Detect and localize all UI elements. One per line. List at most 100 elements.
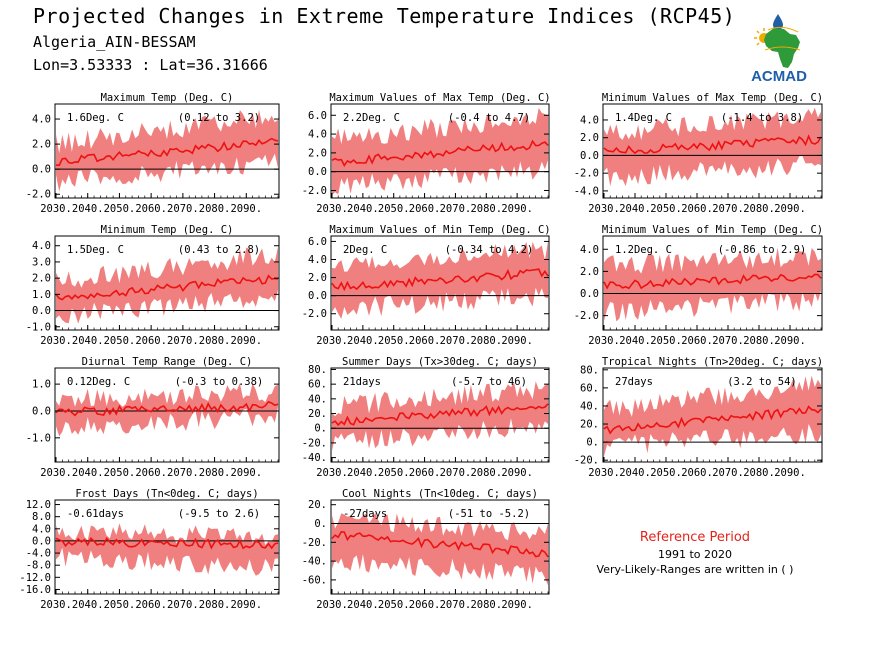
- y-tick-label: 0.: [586, 437, 599, 449]
- x-tick-label: 2040.: [72, 203, 104, 215]
- y-tick-label: 4.0: [580, 244, 599, 256]
- change-value-label: 0.12Deg. C: [67, 376, 130, 388]
- x-tick-label: 2040.: [72, 599, 104, 611]
- chart-panel-5: -2.0 0.0 2.0 4.0 6.0 2030. 2040. 2050. 2060. 2070…: [302, 224, 551, 347]
- x-tick-label: 2030.: [40, 203, 72, 215]
- x-tick-label: 2040.: [347, 203, 379, 215]
- y-tick-label: -2.0: [574, 168, 599, 180]
- likely-range-label: (-0.34 to 4.2): [445, 244, 534, 256]
- ensemble-mean-line: [331, 403, 549, 427]
- uncertainty-band: [332, 241, 548, 319]
- likely-range-label: (0.12 to 3.2): [178, 112, 260, 124]
- plot-frame: [330, 499, 550, 595]
- x-tick-label: 2080.: [743, 335, 775, 347]
- y-tick-label: -4.0: [574, 185, 599, 197]
- y-tick-label: -8.0: [26, 560, 51, 572]
- change-value-label: 1.5Deg. C: [67, 244, 124, 256]
- y-tick-label: 2.0: [308, 147, 327, 159]
- chart-title: Minimum Temp (Deg. C): [101, 224, 234, 236]
- x-tick-label: 2060.: [409, 467, 441, 479]
- x-tick-label: 2080.: [743, 203, 775, 215]
- y-tick-label: 80.: [580, 364, 599, 376]
- x-tick-label: 2050.: [378, 335, 410, 347]
- y-tick-label: 40.: [308, 393, 327, 405]
- x-tick-label: 2060.: [135, 599, 167, 611]
- y-tick-label: 6.0: [308, 236, 327, 248]
- x-tick-label: 2030.: [316, 203, 348, 215]
- x-tick-label: 2090.: [774, 203, 806, 215]
- uncertainty-band: [332, 512, 548, 586]
- x-tick-label: 2090.: [230, 203, 262, 215]
- x-tick-label: 2030.: [316, 467, 348, 479]
- grid-lines-icon: [764, 26, 801, 51]
- likely-range-label: (-9.5 to 2.6): [178, 508, 260, 520]
- x-tick-label: 2060.: [135, 467, 167, 479]
- x-tick-label: 2040.: [347, 467, 379, 479]
- uncertainty-band: [332, 381, 548, 451]
- y-tick-label: 2.0: [32, 273, 51, 285]
- y-tick-label: 4.0: [32, 240, 51, 252]
- chart-panel-8: -40. -20. 0. 20. 40. 60. 80. 2030. 2040. 2050. 206…: [302, 356, 550, 479]
- acmad-logo: ACMAD: [751, 14, 807, 84]
- chart-title: Maximum Values of Min Temp (Deg. C): [329, 224, 550, 236]
- y-tick-label: 2.0: [580, 266, 599, 278]
- x-tick-label: 2060.: [681, 203, 713, 215]
- y-tick-label: 6.0: [308, 110, 327, 122]
- likely-range-label: (0.43 to 2.8): [178, 244, 260, 256]
- x-tick-label: 2080.: [199, 599, 231, 611]
- page-title: Projected Changes in Extreme Temperature…: [33, 4, 736, 28]
- chart-title: Maximum Temp (Deg. C): [101, 92, 234, 104]
- y-tick-label: -2.0: [26, 189, 51, 201]
- x-tick-label: 2040.: [619, 203, 651, 215]
- uncertainty-band: [604, 375, 821, 457]
- y-tick-label: 0.0: [580, 150, 599, 162]
- x-tick-label: 2030.: [588, 335, 620, 347]
- chart-panel-10: -16.0-12.0-8.0-4.00.04.08.012.0 2030. 2040…: [19, 488, 280, 611]
- africa-map-icon: [764, 28, 800, 68]
- y-tick-label: 4.0: [580, 114, 599, 126]
- x-tick-label: 2090.: [230, 467, 262, 479]
- ensemble-mean-line: [55, 536, 279, 550]
- x-tick-label: 2070.: [440, 203, 472, 215]
- change-value-label: -0.61days: [67, 508, 124, 520]
- ensemble-mean-line: [603, 405, 822, 435]
- likely-range-label: (3.2 to 54): [727, 376, 797, 388]
- ensemble-mean-line: [331, 530, 549, 558]
- uncertainty-band: [604, 247, 821, 322]
- x-tick-label: 2040.: [72, 467, 104, 479]
- y-tick-label: -2.0: [302, 185, 327, 197]
- x-tick-label: 2050.: [104, 599, 136, 611]
- x-tick-label: 2060.: [409, 599, 441, 611]
- y-tick-label: -12.0: [19, 572, 51, 584]
- y-tick-label: -60.: [302, 574, 327, 586]
- y-tick-label: 2.0: [308, 272, 327, 284]
- water-drop-icon: [773, 14, 783, 30]
- x-tick-label: 2030.: [316, 599, 348, 611]
- likely-range-label: (-1.4 to 3.8): [721, 112, 803, 124]
- x-tick-label: 2050.: [378, 203, 410, 215]
- plot-frame: [602, 235, 823, 331]
- x-tick-label: 2030.: [40, 335, 72, 347]
- change-value-label: -27days: [343, 508, 387, 520]
- x-tick-label: 2060.: [409, 335, 441, 347]
- x-tick-label: 2070.: [440, 335, 472, 347]
- x-tick-label: 2080.: [743, 467, 775, 479]
- y-tick-label: -20.: [302, 537, 327, 549]
- logo-text: ACMAD: [751, 68, 807, 84]
- y-tick-label: 0.0: [32, 164, 51, 176]
- y-tick-label: 20.: [308, 408, 327, 420]
- plot-frame: [54, 367, 280, 463]
- ensemble-mean-line: [603, 273, 822, 290]
- x-tick-label: 2090.: [774, 335, 806, 347]
- x-tick-label: 2080.: [470, 599, 502, 611]
- x-tick-label: 2090.: [501, 335, 533, 347]
- y-tick-label: 1.0: [32, 379, 51, 391]
- x-tick-label: 2080.: [199, 203, 231, 215]
- likely-range-label: (-0.86 to 2.9): [718, 244, 807, 256]
- x-tick-label: 2090.: [501, 599, 533, 611]
- x-tick-label: 2060.: [135, 203, 167, 215]
- change-value-label: 2Deg. C: [343, 244, 387, 256]
